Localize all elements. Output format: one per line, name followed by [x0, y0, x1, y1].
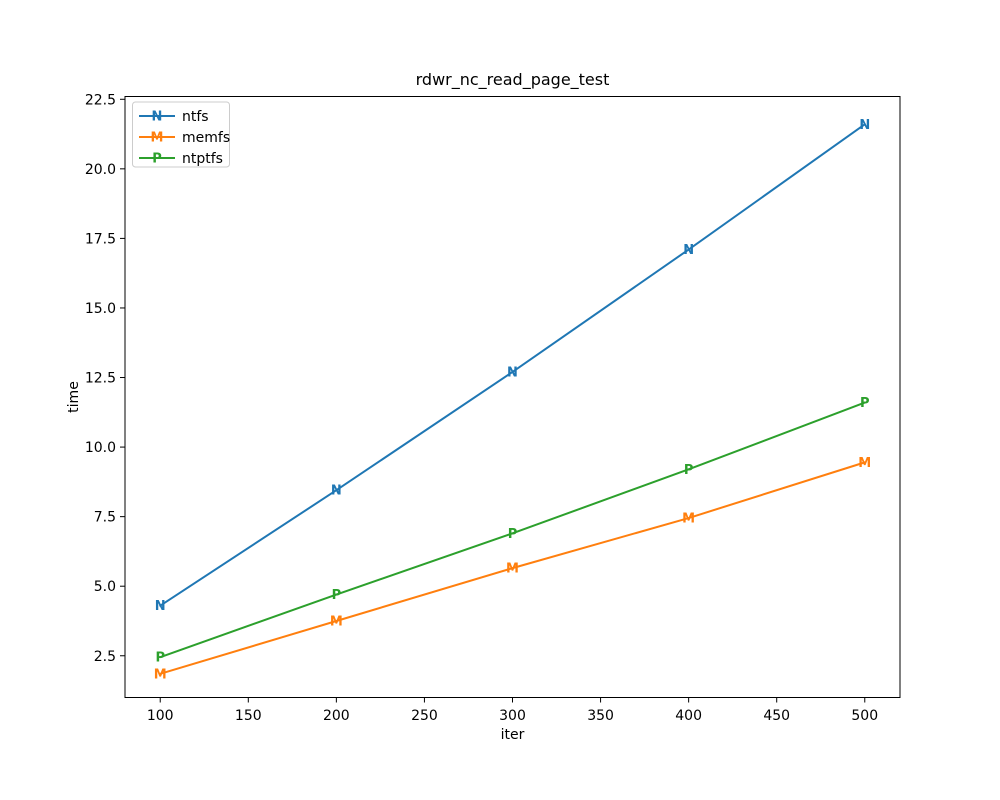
legend-label: ntfs — [182, 109, 209, 125]
x-tick-label: 400 — [675, 708, 702, 724]
y-tick-label: 17.5 — [85, 231, 116, 247]
legend-marker: M — [151, 131, 164, 146]
marker-ntfs: N — [859, 118, 870, 133]
marker-memfs: M — [330, 614, 343, 629]
marker-ntfs: N — [155, 599, 166, 614]
marker-ntptfs: P — [332, 588, 342, 603]
x-tick-label: 300 — [499, 708, 526, 724]
marker-ntptfs: P — [860, 396, 870, 411]
plot-border — [124, 96, 901, 698]
marker-ntfs: N — [683, 243, 694, 258]
legend-marker: P — [152, 152, 162, 167]
marker-ntptfs: P — [684, 463, 694, 478]
marker-memfs: M — [154, 667, 167, 682]
y-tick-label: 12.5 — [85, 371, 116, 387]
x-axis-label: iter — [500, 727, 525, 743]
y-tick-label: 22.5 — [85, 92, 116, 108]
y-tick-label: 7.5 — [94, 510, 116, 526]
legend-label: ntptfs — [182, 151, 223, 167]
chart-title: rdwr_nc_read_page_test — [415, 70, 610, 89]
y-tick-label: 10.0 — [85, 440, 116, 456]
x-tick-label: 100 — [147, 708, 174, 724]
marker-ntfs: N — [507, 365, 518, 380]
series-line-ntfs — [159, 123, 866, 607]
x-tick-label: 500 — [851, 708, 878, 724]
marker-ntptfs: P — [155, 651, 165, 666]
x-tick-label: 250 — [411, 708, 438, 724]
y-tick-label: 5.0 — [94, 579, 116, 595]
y-tick-label: 20.0 — [85, 162, 116, 178]
x-tick-label: 350 — [587, 708, 614, 724]
legend-marker: N — [152, 110, 163, 125]
marker-ntfs: N — [331, 484, 342, 499]
x-tick-label: 200 — [323, 708, 350, 724]
x-tick-label: 150 — [235, 708, 262, 724]
series-line-memfs — [159, 461, 866, 675]
marker-memfs: M — [858, 456, 871, 471]
y-tick-label: 2.5 — [94, 649, 116, 665]
legend-box — [132, 101, 230, 168]
x-tick-label: 450 — [763, 708, 790, 724]
marker-memfs: M — [506, 562, 519, 577]
y-tick-label: 15.0 — [85, 301, 116, 317]
series-line-ntptfs — [159, 401, 866, 659]
legend-label: memfs — [182, 130, 230, 146]
marker-ntptfs: P — [508, 527, 518, 542]
marker-memfs: M — [682, 512, 695, 527]
